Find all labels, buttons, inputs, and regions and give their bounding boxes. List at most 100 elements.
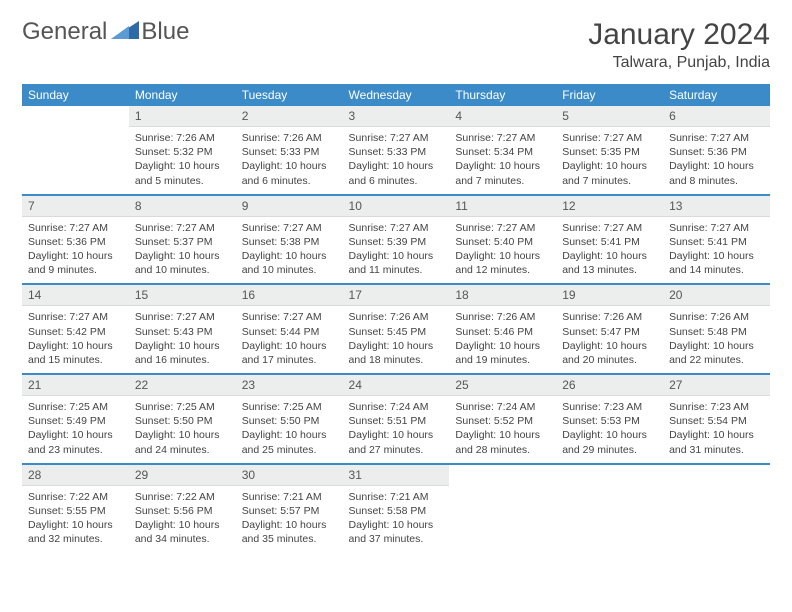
- day-number: 2: [236, 106, 343, 127]
- calendar-cell: 15Sunrise: 7:27 AMSunset: 5:43 PMDayligh…: [129, 285, 236, 374]
- day-details: Sunrise: 7:27 AMSunset: 5:39 PMDaylight:…: [343, 217, 450, 284]
- day-number: 6: [663, 106, 770, 127]
- calendar-cell: 13Sunrise: 7:27 AMSunset: 5:41 PMDayligh…: [663, 196, 770, 285]
- calendar-cell: [663, 465, 770, 553]
- calendar-cell: 17Sunrise: 7:26 AMSunset: 5:45 PMDayligh…: [343, 285, 450, 374]
- calendar-cell: 1Sunrise: 7:26 AMSunset: 5:32 PMDaylight…: [129, 106, 236, 195]
- day-number: 28: [22, 465, 129, 486]
- calendar-cell: 3Sunrise: 7:27 AMSunset: 5:33 PMDaylight…: [343, 106, 450, 195]
- day-number: 20: [663, 285, 770, 306]
- day-details: Sunrise: 7:24 AMSunset: 5:52 PMDaylight:…: [449, 396, 556, 463]
- day-number: 30: [236, 465, 343, 486]
- calendar-cell: [556, 465, 663, 553]
- day-details: Sunrise: 7:24 AMSunset: 5:51 PMDaylight:…: [343, 396, 450, 463]
- header: General Blue January 2024 Talwara, Punja…: [22, 18, 770, 72]
- calendar-cell: 7Sunrise: 7:27 AMSunset: 5:36 PMDaylight…: [22, 196, 129, 285]
- calendar-cell: 23Sunrise: 7:25 AMSunset: 5:50 PMDayligh…: [236, 375, 343, 464]
- weekday-monday: Monday: [129, 84, 236, 106]
- day-number: 19: [556, 285, 663, 306]
- calendar-cell: 16Sunrise: 7:27 AMSunset: 5:44 PMDayligh…: [236, 285, 343, 374]
- day-number: 4: [449, 106, 556, 127]
- logo-text-2: Blue: [141, 18, 189, 46]
- calendar-cell: 6Sunrise: 7:27 AMSunset: 5:36 PMDaylight…: [663, 106, 770, 195]
- weekday-thursday: Thursday: [449, 84, 556, 106]
- day-details: Sunrise: 7:27 AMSunset: 5:43 PMDaylight:…: [129, 306, 236, 373]
- day-details: Sunrise: 7:27 AMSunset: 5:36 PMDaylight:…: [663, 127, 770, 194]
- day-number: 5: [556, 106, 663, 127]
- calendar-cell: 30Sunrise: 7:21 AMSunset: 5:57 PMDayligh…: [236, 465, 343, 553]
- day-details: Sunrise: 7:25 AMSunset: 5:50 PMDaylight:…: [129, 396, 236, 463]
- day-details: Sunrise: 7:27 AMSunset: 5:41 PMDaylight:…: [556, 217, 663, 284]
- day-number: 29: [129, 465, 236, 486]
- day-details: Sunrise: 7:26 AMSunset: 5:46 PMDaylight:…: [449, 306, 556, 373]
- logo: General Blue: [22, 18, 189, 46]
- day-details: Sunrise: 7:27 AMSunset: 5:33 PMDaylight:…: [343, 127, 450, 194]
- day-number: 7: [22, 196, 129, 217]
- day-details: Sunrise: 7:26 AMSunset: 5:33 PMDaylight:…: [236, 127, 343, 194]
- day-number: 31: [343, 465, 450, 486]
- day-details: Sunrise: 7:22 AMSunset: 5:55 PMDaylight:…: [22, 486, 129, 553]
- day-details: Sunrise: 7:27 AMSunset: 5:40 PMDaylight:…: [449, 217, 556, 284]
- calendar-cell: 28Sunrise: 7:22 AMSunset: 5:55 PMDayligh…: [22, 465, 129, 553]
- calendar-cell: [22, 106, 129, 195]
- calendar-cell: 9Sunrise: 7:27 AMSunset: 5:38 PMDaylight…: [236, 196, 343, 285]
- calendar-week-row: 14Sunrise: 7:27 AMSunset: 5:42 PMDayligh…: [22, 285, 770, 374]
- day-details: Sunrise: 7:25 AMSunset: 5:50 PMDaylight:…: [236, 396, 343, 463]
- day-details: Sunrise: 7:26 AMSunset: 5:47 PMDaylight:…: [556, 306, 663, 373]
- day-number: 11: [449, 196, 556, 217]
- logo-text-1: General: [22, 18, 107, 46]
- calendar-week-row: 21Sunrise: 7:25 AMSunset: 5:49 PMDayligh…: [22, 375, 770, 464]
- day-details: Sunrise: 7:27 AMSunset: 5:44 PMDaylight:…: [236, 306, 343, 373]
- calendar-cell: 4Sunrise: 7:27 AMSunset: 5:34 PMDaylight…: [449, 106, 556, 195]
- day-details: Sunrise: 7:27 AMSunset: 5:35 PMDaylight:…: [556, 127, 663, 194]
- day-number: 23: [236, 375, 343, 396]
- day-number: 10: [343, 196, 450, 217]
- calendar-cell: 11Sunrise: 7:27 AMSunset: 5:40 PMDayligh…: [449, 196, 556, 285]
- calendar-cell: 25Sunrise: 7:24 AMSunset: 5:52 PMDayligh…: [449, 375, 556, 464]
- day-details: Sunrise: 7:23 AMSunset: 5:54 PMDaylight:…: [663, 396, 770, 463]
- calendar-cell: 12Sunrise: 7:27 AMSunset: 5:41 PMDayligh…: [556, 196, 663, 285]
- day-number: 27: [663, 375, 770, 396]
- day-details: Sunrise: 7:22 AMSunset: 5:56 PMDaylight:…: [129, 486, 236, 553]
- day-number: 24: [343, 375, 450, 396]
- calendar-cell: 18Sunrise: 7:26 AMSunset: 5:46 PMDayligh…: [449, 285, 556, 374]
- day-number: 16: [236, 285, 343, 306]
- calendar-cell: 8Sunrise: 7:27 AMSunset: 5:37 PMDaylight…: [129, 196, 236, 285]
- day-details: Sunrise: 7:26 AMSunset: 5:48 PMDaylight:…: [663, 306, 770, 373]
- day-details: Sunrise: 7:21 AMSunset: 5:57 PMDaylight:…: [236, 486, 343, 553]
- day-number: 8: [129, 196, 236, 217]
- calendar-week-row: 1Sunrise: 7:26 AMSunset: 5:32 PMDaylight…: [22, 106, 770, 195]
- weekday-tuesday: Tuesday: [236, 84, 343, 106]
- calendar-cell: 22Sunrise: 7:25 AMSunset: 5:50 PMDayligh…: [129, 375, 236, 464]
- day-number: 25: [449, 375, 556, 396]
- calendar-cell: 20Sunrise: 7:26 AMSunset: 5:48 PMDayligh…: [663, 285, 770, 374]
- day-number: 9: [236, 196, 343, 217]
- day-number: 18: [449, 285, 556, 306]
- calendar-cell: 27Sunrise: 7:23 AMSunset: 5:54 PMDayligh…: [663, 375, 770, 464]
- month-title: January 2024: [588, 18, 770, 52]
- day-details: Sunrise: 7:27 AMSunset: 5:42 PMDaylight:…: [22, 306, 129, 373]
- weekday-friday: Friday: [556, 84, 663, 106]
- calendar-cell: 2Sunrise: 7:26 AMSunset: 5:33 PMDaylight…: [236, 106, 343, 195]
- calendar-cell: [449, 465, 556, 553]
- calendar-week-row: 7Sunrise: 7:27 AMSunset: 5:36 PMDaylight…: [22, 196, 770, 285]
- day-number: 3: [343, 106, 450, 127]
- day-number: 22: [129, 375, 236, 396]
- day-details: Sunrise: 7:23 AMSunset: 5:53 PMDaylight:…: [556, 396, 663, 463]
- calendar-cell: 21Sunrise: 7:25 AMSunset: 5:49 PMDayligh…: [22, 375, 129, 464]
- day-number: 12: [556, 196, 663, 217]
- location: Talwara, Punjab, India: [588, 54, 770, 72]
- day-number: 14: [22, 285, 129, 306]
- calendar-cell: 26Sunrise: 7:23 AMSunset: 5:53 PMDayligh…: [556, 375, 663, 464]
- day-details: Sunrise: 7:26 AMSunset: 5:45 PMDaylight:…: [343, 306, 450, 373]
- day-number: 26: [556, 375, 663, 396]
- calendar-cell: 29Sunrise: 7:22 AMSunset: 5:56 PMDayligh…: [129, 465, 236, 553]
- weekday-sunday: Sunday: [22, 84, 129, 106]
- day-number: 13: [663, 196, 770, 217]
- title-block: January 2024 Talwara, Punjab, India: [588, 18, 770, 72]
- day-details: Sunrise: 7:27 AMSunset: 5:37 PMDaylight:…: [129, 217, 236, 284]
- calendar-cell: 31Sunrise: 7:21 AMSunset: 5:58 PMDayligh…: [343, 465, 450, 553]
- logo-triangle-icon: [111, 18, 139, 46]
- weekday-saturday: Saturday: [663, 84, 770, 106]
- day-number: 21: [22, 375, 129, 396]
